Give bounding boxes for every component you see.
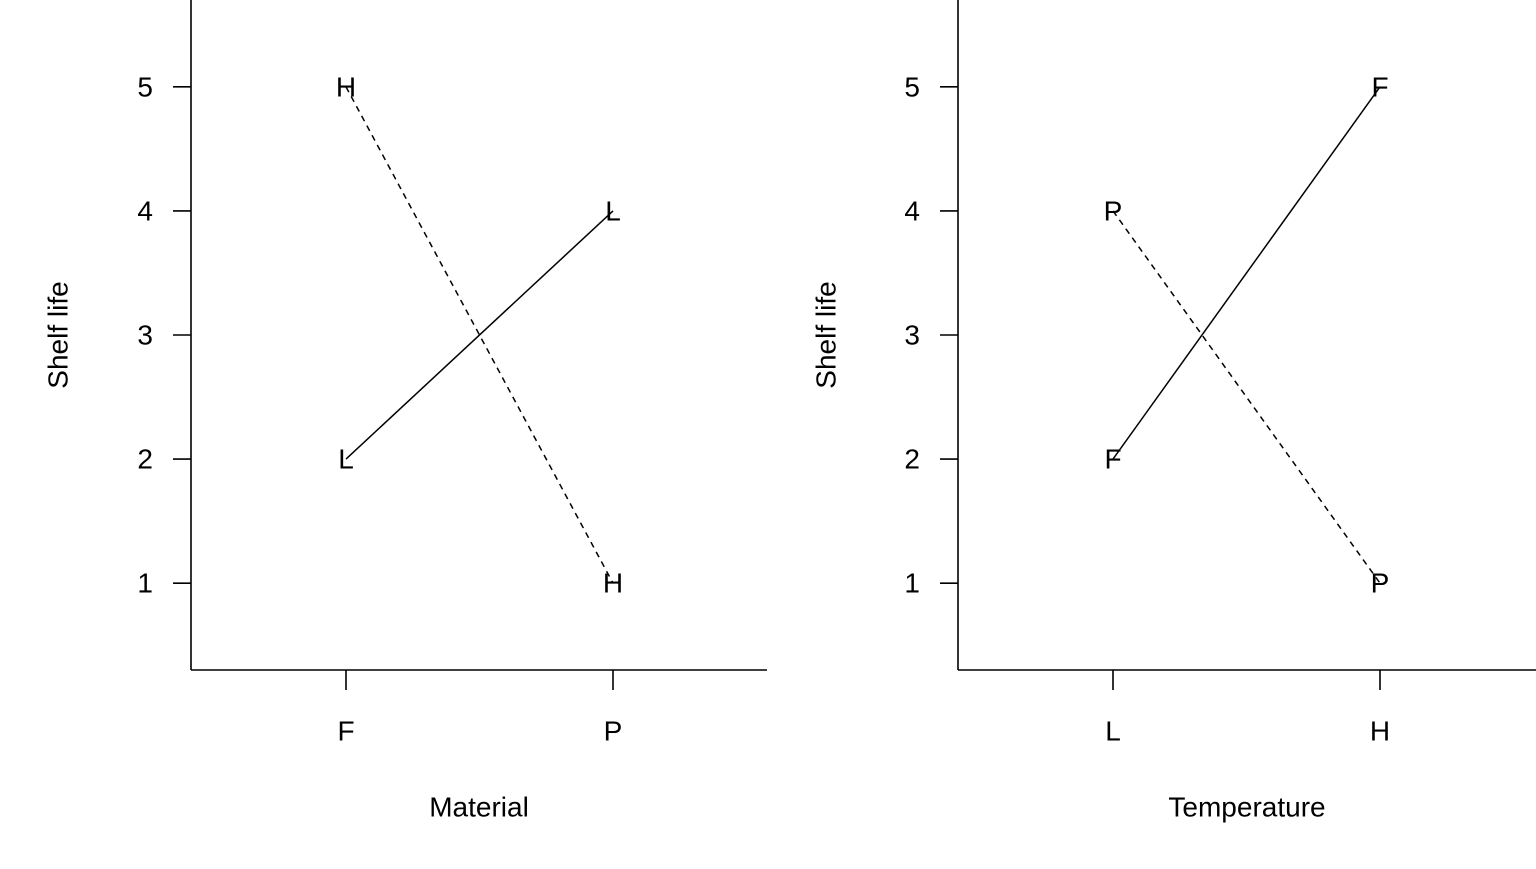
series-point-h: H	[603, 568, 623, 599]
y-axis-title: Shelf life	[811, 281, 842, 388]
series-point-p: P	[1104, 195, 1123, 226]
y-tick-label: 4	[904, 195, 920, 226]
material-interaction-panel: 1 2 3 4 5 F P Material Shelf life L L H H	[43, 0, 768, 823]
y-tick-label: 3	[904, 320, 920, 351]
series-point-f: F	[1371, 71, 1388, 102]
series-point-l: L	[338, 444, 354, 475]
y-tick-label: 5	[904, 71, 920, 102]
x-tick-label-h: H	[1370, 716, 1390, 747]
x-axis-title: Material	[429, 792, 529, 823]
series-point-h: H	[336, 71, 356, 102]
y-tick-label: 1	[904, 568, 920, 599]
series-line-l	[346, 211, 613, 459]
series-line-p	[1113, 211, 1380, 583]
y-tick-label: 5	[137, 71, 153, 102]
y-tick-label: 2	[137, 444, 153, 475]
y-tick-label: 3	[137, 320, 153, 351]
x-tick-label-p: P	[604, 716, 623, 747]
y-tick-label: 4	[137, 195, 153, 226]
y-axis-title: Shelf life	[43, 281, 74, 388]
series-point-f: F	[1104, 444, 1121, 475]
x-tick-label-f: F	[337, 716, 354, 747]
series-point-p: P	[1371, 568, 1390, 599]
y-tick-label: 2	[904, 444, 920, 475]
temperature-interaction-panel: 1 2 3 4 5 L H Temperature Shelf life F F P P	[811, 0, 1536, 823]
x-axis-title: Temperature	[1168, 792, 1325, 823]
y-tick-label: 1	[137, 568, 153, 599]
x-tick-label-l: L	[1105, 716, 1121, 747]
series-point-l: L	[605, 195, 621, 226]
series-line-f	[1113, 87, 1380, 459]
